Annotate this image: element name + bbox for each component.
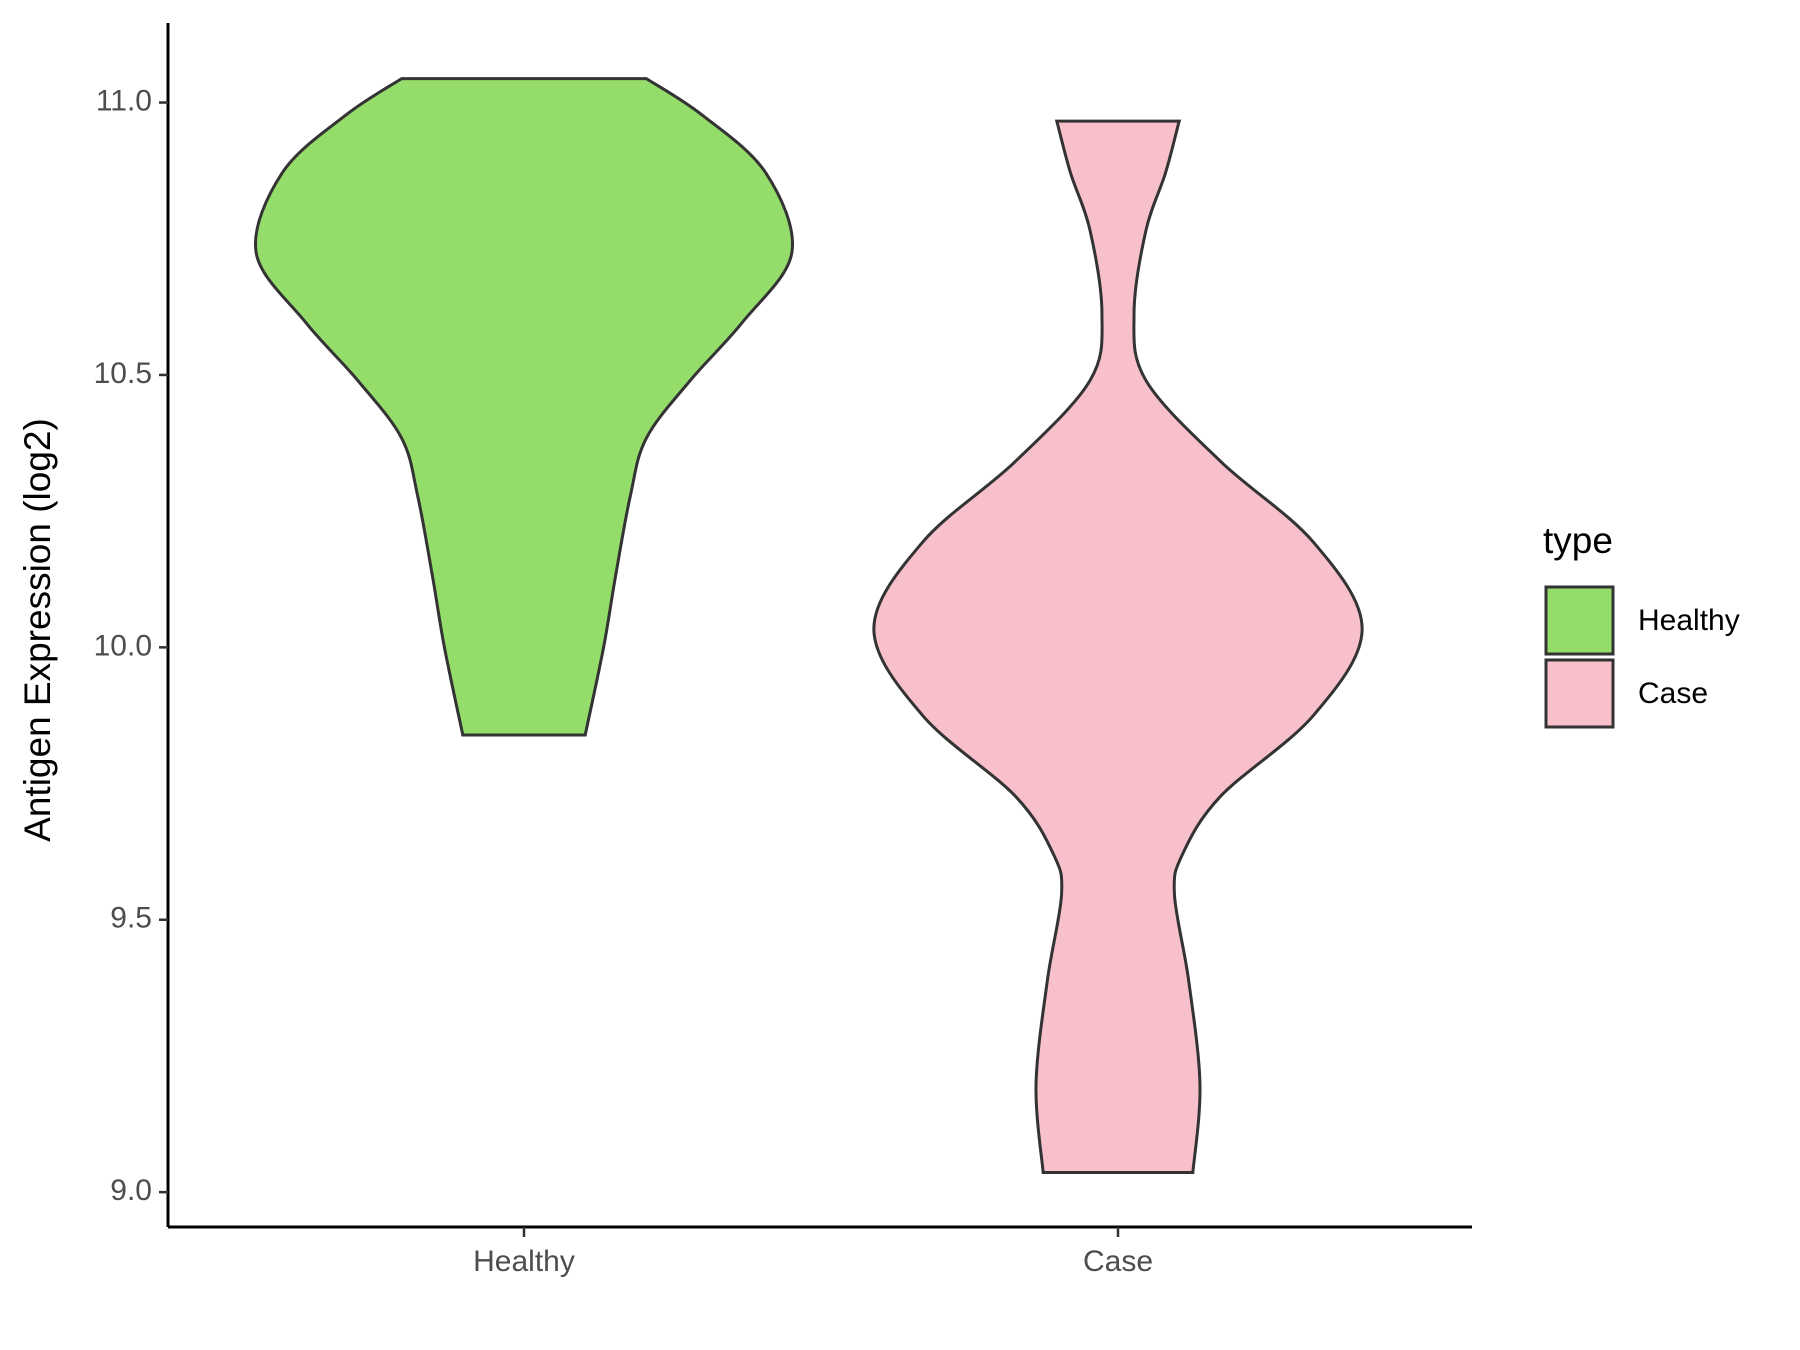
y-tick-label: 10.5 bbox=[94, 357, 152, 390]
y-tick-label: 10.0 bbox=[94, 629, 152, 662]
y-tick-label: 9.0 bbox=[110, 1174, 152, 1207]
legend-swatch bbox=[1544, 585, 1615, 656]
legend-title: type bbox=[1543, 520, 1613, 561]
x-tick-label: Healthy bbox=[473, 1245, 575, 1278]
y-axis-title: Antigen Expression (log2) bbox=[17, 418, 58, 842]
x-tick-label: Case bbox=[1083, 1245, 1153, 1278]
legend-label: Healthy bbox=[1638, 604, 1740, 637]
legend-swatch bbox=[1544, 658, 1615, 729]
violin bbox=[872, 119, 1364, 1175]
legend-label: Case bbox=[1638, 677, 1708, 710]
y-tick-label: 11.0 bbox=[96, 84, 152, 117]
y-tick-label: 9.5 bbox=[110, 902, 152, 935]
violin bbox=[253, 77, 795, 737]
